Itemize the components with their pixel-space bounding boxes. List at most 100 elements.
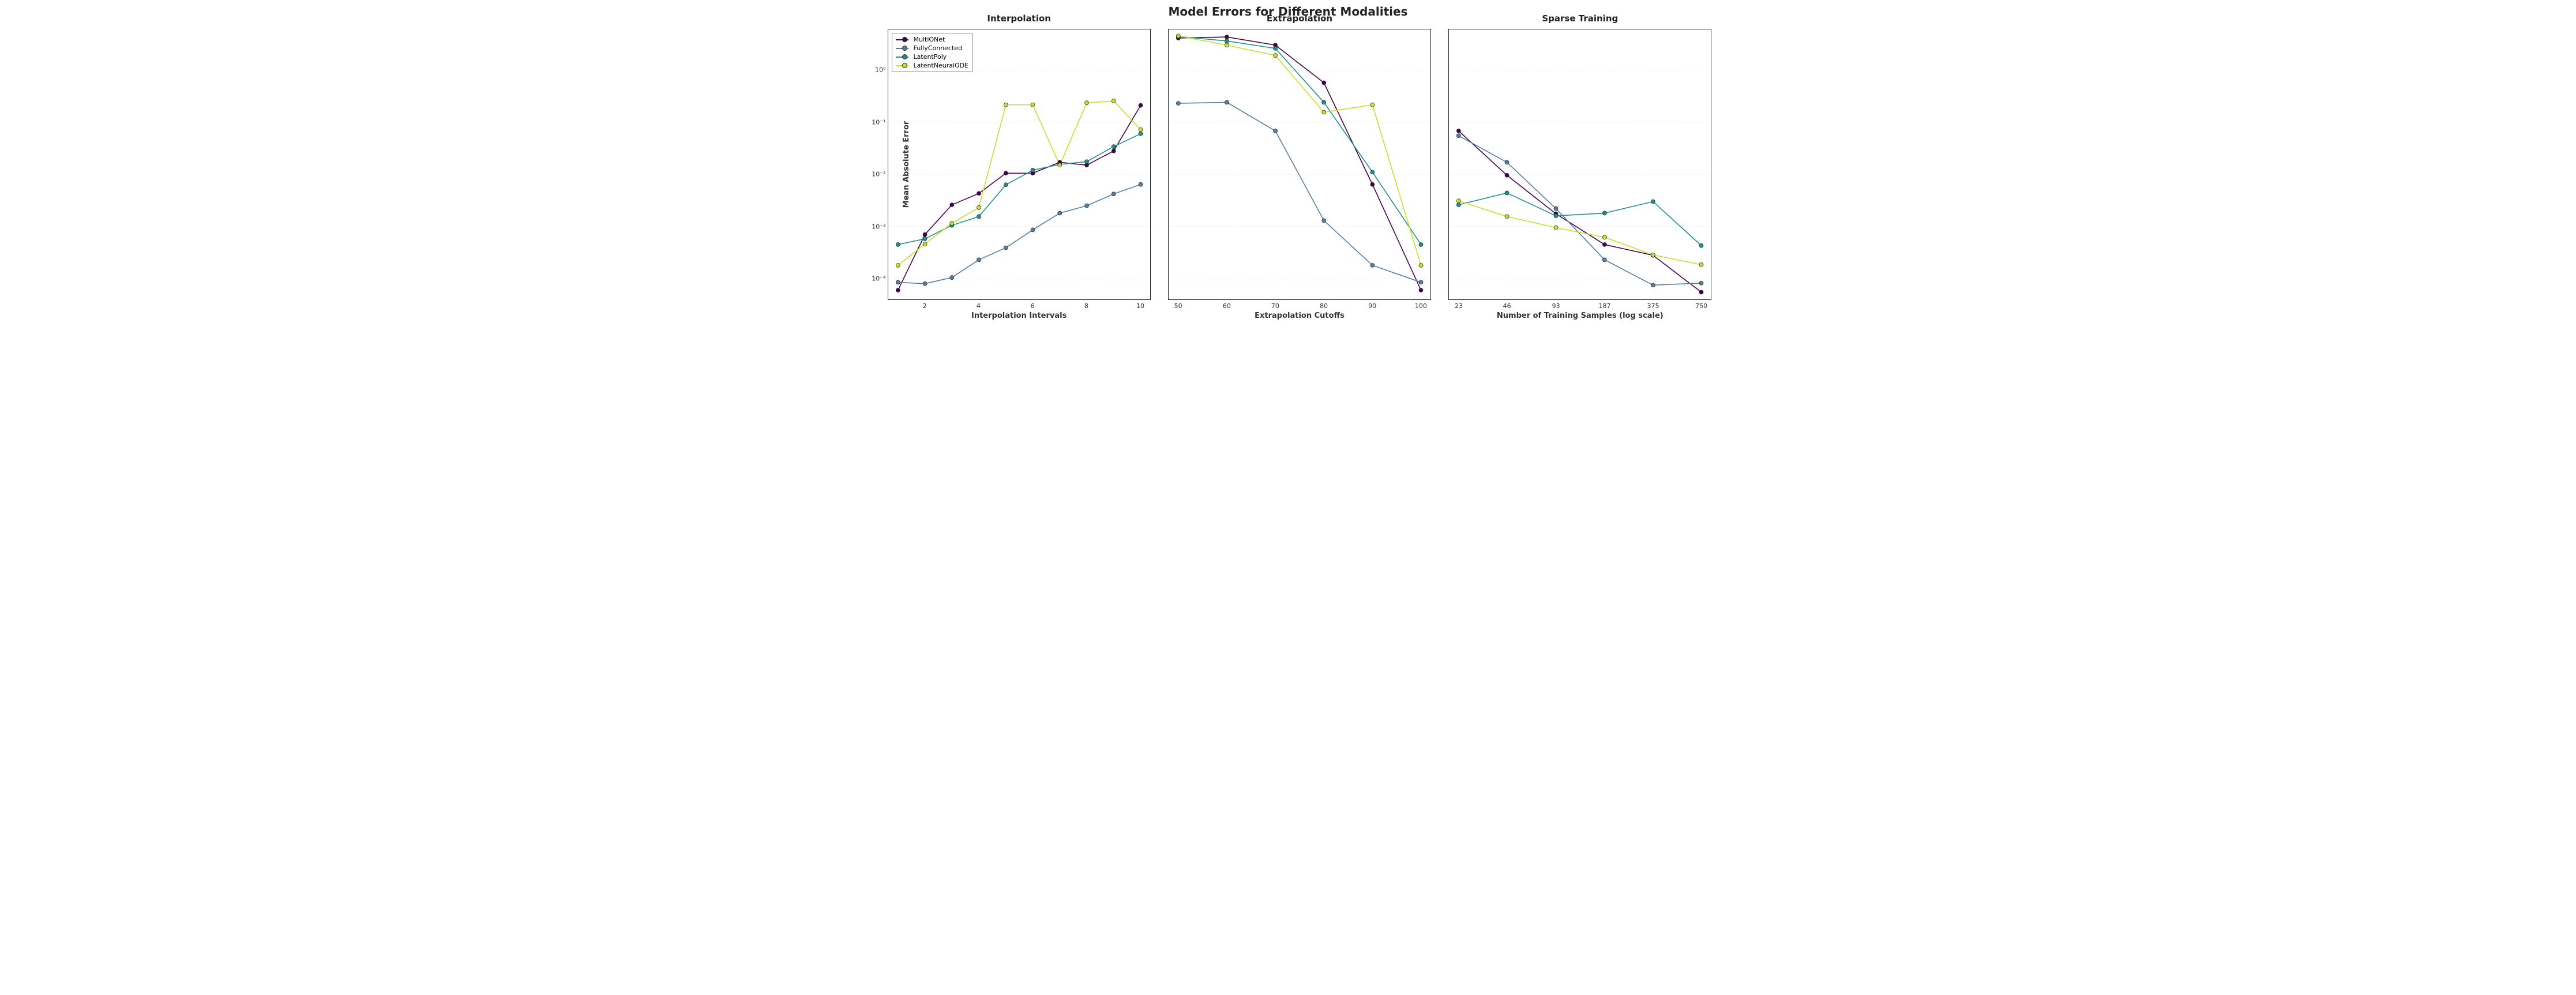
x-tick-label: 375 bbox=[1647, 302, 1659, 310]
data-point bbox=[1554, 226, 1558, 230]
data-point bbox=[1225, 35, 1229, 39]
legend-label: LatentNeuralODE bbox=[914, 62, 969, 69]
x-tick-label: 187 bbox=[1598, 302, 1610, 310]
data-point bbox=[1004, 183, 1008, 187]
data-point bbox=[1111, 149, 1116, 153]
data-point bbox=[1419, 288, 1423, 292]
data-point bbox=[1456, 129, 1460, 133]
data-point bbox=[1322, 110, 1326, 114]
data-point bbox=[1111, 99, 1116, 103]
data-point bbox=[977, 205, 981, 209]
data-point bbox=[1370, 103, 1375, 107]
data-point bbox=[1505, 160, 1509, 164]
data-point bbox=[1004, 171, 1008, 175]
data-point bbox=[896, 280, 900, 284]
data-point bbox=[949, 221, 953, 226]
legend-marker-icon bbox=[902, 54, 907, 59]
data-point bbox=[1084, 204, 1088, 208]
data-point bbox=[923, 281, 927, 286]
data-point bbox=[1505, 173, 1509, 177]
panels-row: InterpolationInterpolation IntervalsMean… bbox=[888, 29, 1712, 300]
data-point bbox=[896, 242, 900, 246]
x-tick-label: 750 bbox=[1695, 302, 1707, 310]
markers-overlay bbox=[1169, 29, 1430, 299]
data-point bbox=[1419, 242, 1423, 246]
x-tick-label: 93 bbox=[1552, 302, 1560, 310]
data-point bbox=[1699, 262, 1703, 266]
data-point bbox=[1176, 34, 1180, 38]
data-point bbox=[1419, 263, 1423, 267]
data-point bbox=[1699, 243, 1703, 247]
figure: Model Errors for Different Modalities In… bbox=[859, 0, 1718, 332]
legend: MultiONetFullyConnectedLatentPolyLatentN… bbox=[892, 33, 973, 72]
panel-title: Sparse Training bbox=[1449, 13, 1711, 24]
data-point bbox=[1322, 100, 1326, 104]
data-point bbox=[1602, 258, 1606, 262]
x-tick-label: 90 bbox=[1368, 302, 1376, 310]
x-tick-label: 2 bbox=[923, 302, 927, 310]
y-tick-label: 10⁻¹ bbox=[861, 118, 886, 126]
x-axis-label: Extrapolation Cutoffs bbox=[1169, 311, 1430, 320]
data-point bbox=[977, 258, 981, 262]
x-tick-label: 46 bbox=[1503, 302, 1511, 310]
data-point bbox=[1225, 43, 1229, 47]
data-point bbox=[949, 276, 953, 280]
legend-marker-icon bbox=[902, 46, 907, 51]
data-point bbox=[1225, 100, 1229, 104]
panel-interpolation: InterpolationInterpolation IntervalsMean… bbox=[888, 29, 1151, 300]
data-point bbox=[977, 192, 981, 196]
data-point bbox=[1456, 199, 1460, 203]
y-tick-label: 10⁻⁴ bbox=[861, 275, 886, 283]
y-tick-label: 10⁻³ bbox=[861, 223, 886, 230]
panel-title: Interpolation bbox=[888, 13, 1150, 24]
panel-sparse-training: Sparse TrainingNumber of Training Sample… bbox=[1448, 29, 1711, 300]
data-point bbox=[1699, 281, 1703, 285]
x-tick-label: 80 bbox=[1320, 302, 1328, 310]
data-point bbox=[1111, 145, 1116, 149]
y-tick-label: 10⁻² bbox=[861, 171, 886, 178]
data-point bbox=[1651, 253, 1655, 257]
legend-item-multionet: MultiONet bbox=[896, 36, 969, 43]
x-tick-label: 70 bbox=[1271, 302, 1279, 310]
x-tick-label: 6 bbox=[1031, 302, 1035, 310]
data-point bbox=[1699, 290, 1703, 294]
data-point bbox=[1456, 203, 1460, 207]
legend-marker-icon bbox=[902, 37, 907, 42]
data-point bbox=[1084, 160, 1088, 164]
data-point bbox=[1057, 211, 1061, 215]
data-point bbox=[1273, 54, 1277, 58]
data-point bbox=[1176, 102, 1180, 106]
data-point bbox=[1031, 228, 1035, 232]
x-tick-label: 60 bbox=[1223, 302, 1231, 310]
data-point bbox=[1370, 182, 1375, 186]
data-point bbox=[1273, 129, 1277, 133]
data-point bbox=[1456, 134, 1460, 138]
data-point bbox=[1139, 127, 1143, 132]
data-point bbox=[1031, 168, 1035, 172]
x-axis-label: Interpolation Intervals bbox=[888, 311, 1150, 320]
data-point bbox=[1554, 206, 1558, 211]
x-tick-label: 10 bbox=[1136, 302, 1144, 310]
data-point bbox=[1084, 101, 1088, 105]
x-tick-label: 100 bbox=[1415, 302, 1427, 310]
data-point bbox=[1004, 246, 1008, 250]
data-point bbox=[1031, 103, 1035, 107]
data-point bbox=[1004, 103, 1008, 107]
legend-item-latentpoly: LatentPoly bbox=[896, 53, 969, 61]
data-point bbox=[1322, 219, 1326, 223]
data-point bbox=[1602, 242, 1606, 246]
legend-item-fullyconnected: FullyConnected bbox=[896, 44, 969, 52]
data-point bbox=[923, 236, 927, 241]
legend-label: MultiONet bbox=[914, 36, 945, 43]
data-point bbox=[896, 263, 900, 267]
data-point bbox=[977, 215, 981, 219]
data-point bbox=[1111, 192, 1116, 196]
data-point bbox=[1419, 280, 1423, 284]
data-point bbox=[1505, 215, 1509, 219]
x-tick-label: 23 bbox=[1455, 302, 1463, 310]
markers-overlay bbox=[1449, 29, 1711, 299]
data-point bbox=[1602, 235, 1606, 239]
data-point bbox=[1139, 182, 1143, 186]
data-point bbox=[896, 288, 900, 292]
legend-marker-icon bbox=[902, 63, 907, 68]
